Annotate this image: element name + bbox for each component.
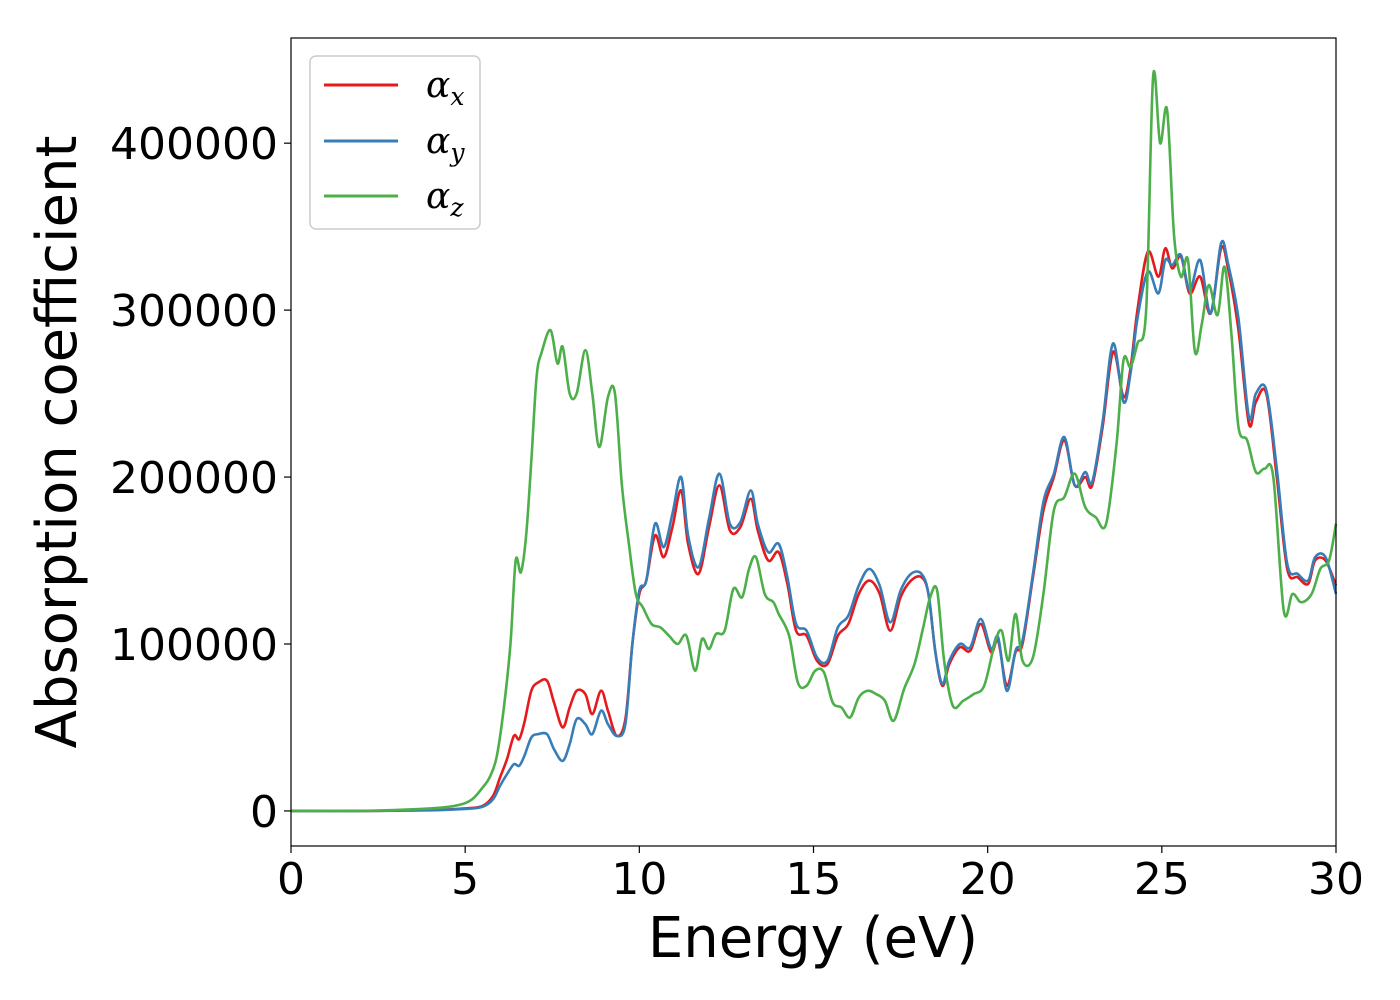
legend-subscript-z: z: [449, 193, 464, 222]
legend-symbol-alpha-y: α: [426, 121, 450, 162]
y-axis-title: Absorption coefficient: [25, 136, 90, 749]
legend-label-alpha-y: αy: [426, 121, 465, 167]
y-tick-label: 400000: [110, 119, 278, 170]
x-axis-title: Energy (eV): [648, 906, 978, 971]
legend-label-alpha-z: αz: [426, 176, 464, 222]
x-tick-label: 25: [1134, 854, 1190, 905]
legend: αx αy αz: [309, 55, 481, 230]
legend-symbol-alpha-x: α: [426, 65, 450, 106]
legend-label-alpha-x: αx: [426, 65, 464, 111]
y-tick-label: 100000: [110, 620, 278, 671]
x-tick-label: 20: [960, 854, 1016, 905]
x-axis-ticks: 0 5 10 15 20 25 30: [277, 846, 1364, 905]
legend-symbol-alpha-z: α: [426, 176, 450, 217]
series-layer: [290, 69, 1338, 813]
y-tick-label: 200000: [110, 453, 278, 504]
legend-subscript-x: x: [450, 82, 464, 111]
series-line-alpha-z: [290, 69, 1338, 813]
y-tick-label: 300000: [110, 286, 278, 337]
x-tick-label: 0: [277, 854, 305, 905]
x-tick-label: 30: [1308, 854, 1364, 905]
x-tick-label: 15: [786, 854, 842, 905]
series-line-alpha-y: [290, 239, 1338, 813]
legend-subscript-y: y: [449, 138, 465, 167]
y-axis-ticks: 0 100000 200000 300000 400000: [110, 119, 291, 838]
y-tick-label: 0: [250, 787, 278, 838]
x-tick-label: 5: [451, 854, 479, 905]
x-tick-label: 10: [611, 854, 667, 905]
